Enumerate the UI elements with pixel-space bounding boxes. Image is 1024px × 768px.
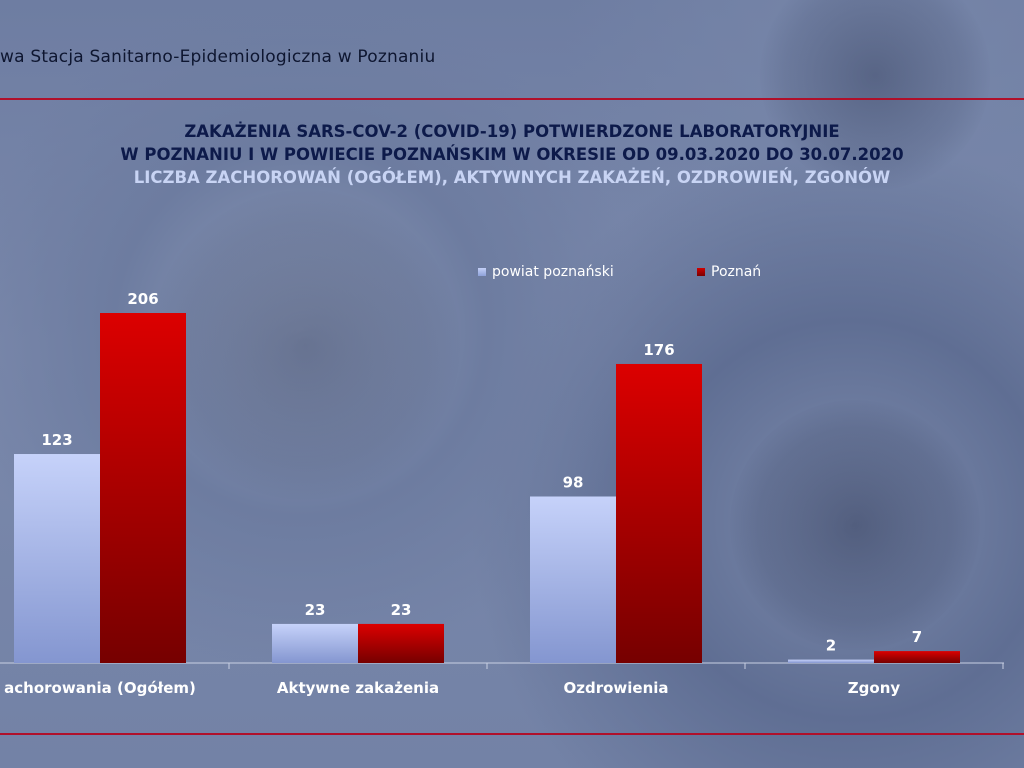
- legend-swatch-red: [697, 268, 705, 276]
- chart-title: ZAKAŻENIA SARS-COV-2 (COVID-19) POTWIERD…: [184, 122, 840, 141]
- virus-background-shape: [730, 400, 980, 650]
- data-label: 98: [563, 473, 584, 491]
- category-label: Zgony: [848, 679, 901, 697]
- bar-poznan-0: [100, 313, 186, 663]
- legend-item-series-1: powiat poznański: [478, 264, 614, 280]
- data-label: 2: [826, 637, 836, 655]
- bar-powiat-0: [14, 454, 100, 663]
- legend-label: Poznań: [711, 264, 762, 280]
- category-label: Ozdrowienia: [563, 679, 668, 697]
- data-label: 7: [912, 628, 922, 646]
- bar-powiat-2: [530, 496, 616, 663]
- chart-subtitle: LICZBA ZACHOROWAŃ (OGÓŁEM), AKTYWNYCH ZA…: [133, 168, 891, 187]
- top-divider: [0, 98, 1024, 100]
- legend-label: powiat poznański: [492, 264, 614, 280]
- data-label: 23: [391, 601, 412, 619]
- chart-title-line2: W POZNANIU I W POWIECIE POZNAŃSKIM W OKR…: [120, 145, 904, 164]
- data-label: 123: [41, 431, 72, 449]
- data-label: 176: [643, 341, 674, 359]
- data-label: 206: [127, 290, 158, 308]
- chart-titles: ZAKAŻENIA SARS-COV-2 (COVID-19) POTWIERD…: [0, 120, 1024, 189]
- legend-swatch-blue: [478, 268, 486, 276]
- data-label: 23: [305, 601, 326, 619]
- legend-item-series-2: Poznań: [697, 264, 761, 280]
- bar-powiat-3: [788, 659, 874, 663]
- bottom-divider: [0, 733, 1024, 735]
- category-label: achorowania (Ogółem): [4, 679, 196, 697]
- bar-powiat-1: [272, 623, 358, 663]
- bar-poznan-2: [616, 363, 702, 663]
- bar-poznan-3: [874, 651, 960, 663]
- bar-poznan-1: [358, 623, 444, 663]
- category-label: Aktywne zakażenia: [277, 679, 439, 697]
- virus-background-shape: [760, 0, 990, 190]
- organization-header: wa Stacja Sanitarno-Epidemiologiczna w P…: [0, 47, 436, 67]
- virus-background-shape: [150, 190, 460, 500]
